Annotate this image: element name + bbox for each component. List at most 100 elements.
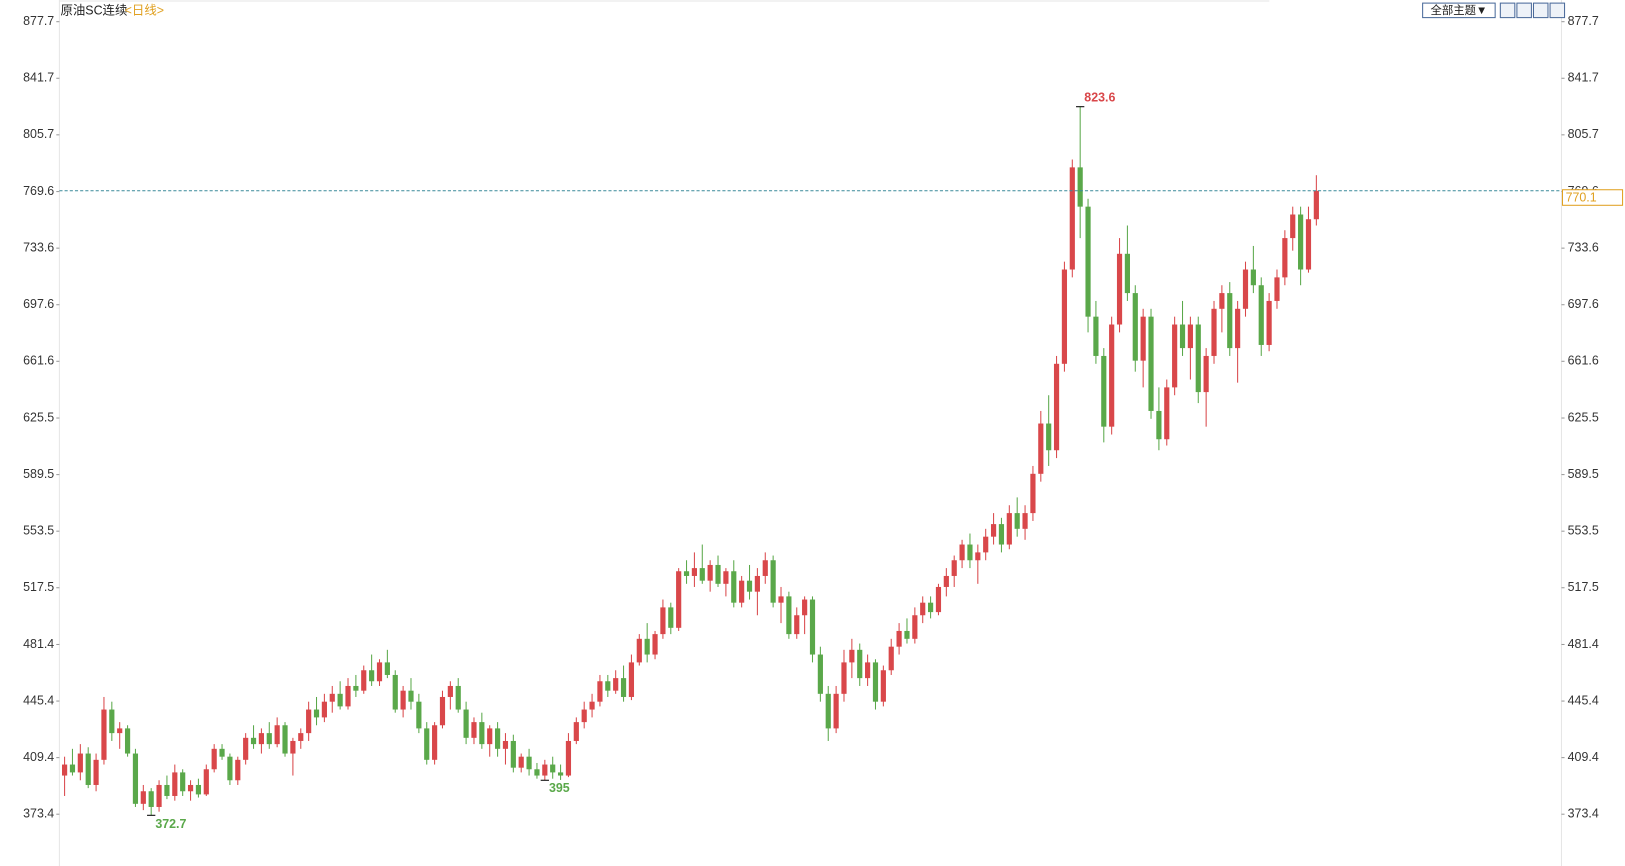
candle-body (1148, 316, 1154, 411)
candle-body (463, 709, 469, 738)
candle-body (195, 784, 202, 795)
chart-subtitle: <日线> (125, 4, 164, 18)
candle-body (849, 649, 855, 663)
candle-body (180, 772, 186, 792)
candle-body (345, 685, 351, 707)
candle-body (1030, 473, 1036, 514)
candle-body (306, 709, 312, 734)
candle-body (581, 709, 587, 723)
candle-body (683, 571, 690, 576)
candle-body (1046, 423, 1052, 451)
candle-body (967, 544, 973, 561)
candle-body (707, 564, 713, 581)
candle-body (652, 634, 658, 655)
y2-tick-label: 409.4 (1568, 750, 1599, 764)
candle-body (1187, 324, 1193, 349)
candle-body (754, 575, 760, 592)
candle-body (1061, 269, 1068, 364)
last-price-box (1561, 189, 1624, 206)
candle-body (557, 772, 564, 776)
candle-body (235, 759, 241, 781)
prev-icon[interactable] (1532, 2, 1549, 19)
candle-body (628, 662, 635, 697)
y-tick-label: 841.7 (23, 71, 54, 85)
candle-body (715, 564, 721, 584)
candle-body (1235, 308, 1241, 349)
candle-body (534, 769, 540, 776)
candle-body (1069, 167, 1075, 270)
candle-body (676, 571, 682, 628)
y2-tick-label: 841.7 (1568, 71, 1599, 85)
candle-body (660, 607, 666, 635)
y2-tick-label: 697.6 (1568, 297, 1599, 311)
candle-body (1140, 316, 1146, 361)
candle-body (841, 662, 847, 694)
candle-body (857, 649, 863, 679)
candle-body (1258, 285, 1264, 345)
candle-body (951, 560, 957, 576)
zoom-icon[interactable] (1499, 2, 1516, 19)
y2-tick-label: 625.5 (1568, 410, 1599, 424)
candle-body (573, 722, 579, 741)
extreme-label: 395 (549, 781, 570, 795)
theme-button-label[interactable]: 全部主题▼ (1431, 3, 1488, 17)
candle-body (912, 615, 918, 639)
candle-body (998, 524, 1005, 545)
next-icon[interactable] (1549, 2, 1566, 19)
candle-body (266, 733, 272, 745)
candle-body (203, 769, 209, 795)
candle-body (597, 681, 603, 702)
candle-body (589, 701, 595, 710)
candle-body (1077, 167, 1083, 207)
candle-body (211, 748, 217, 770)
candle-body (990, 524, 997, 537)
candle-body (101, 709, 107, 760)
y-tick-label: 553.5 (23, 523, 54, 537)
y-tick-label: 625.5 (23, 410, 54, 424)
candle-body (1109, 324, 1115, 427)
candle-body (880, 670, 886, 702)
candle-body (1116, 253, 1123, 325)
candle-body (510, 740, 516, 768)
candle-body (416, 701, 422, 729)
y-tick-label: 517.5 (23, 580, 54, 594)
candle-body (943, 575, 949, 587)
candle-body (1242, 269, 1249, 309)
y2-tick-label: 589.5 (1568, 467, 1599, 481)
y2-tick-label: 553.5 (1568, 523, 1599, 537)
candle-body (620, 678, 627, 697)
zoom-out-icon[interactable] (1516, 2, 1532, 19)
candle-body (329, 693, 335, 702)
y2-tick-label: 517.5 (1568, 580, 1599, 594)
candle-body (983, 536, 989, 553)
candle-body (1124, 253, 1130, 294)
y-tick-label: 661.6 (23, 354, 54, 368)
candle-body (1250, 269, 1256, 286)
y-tick-label: 733.6 (23, 240, 54, 254)
candle-body (1053, 363, 1060, 451)
candle-body (62, 764, 68, 776)
candle-body (1006, 513, 1012, 545)
candle-body (1195, 324, 1201, 393)
candle-body (865, 662, 871, 679)
candle-body (699, 568, 705, 581)
y2-tick-label: 445.4 (1568, 693, 1599, 707)
candle-body (833, 693, 839, 729)
y2-tick-label: 661.6 (1568, 354, 1599, 368)
candle-body (77, 753, 83, 773)
y-tick-label: 445.4 (23, 693, 54, 707)
candle-body (1172, 324, 1178, 388)
candle-body (117, 728, 123, 734)
candle-body (337, 693, 343, 707)
candle-body (1282, 238, 1288, 278)
candle-body (802, 599, 808, 616)
theme-button[interactable] (1422, 2, 1496, 19)
candle-body (148, 791, 154, 807)
candle-body (778, 596, 784, 603)
extreme-label: 372.7 (155, 817, 186, 831)
candle-body (746, 580, 753, 592)
toolbar: 全部主题▼ (1422, 2, 1566, 19)
candle-body (132, 753, 139, 804)
candle-body (739, 580, 745, 603)
